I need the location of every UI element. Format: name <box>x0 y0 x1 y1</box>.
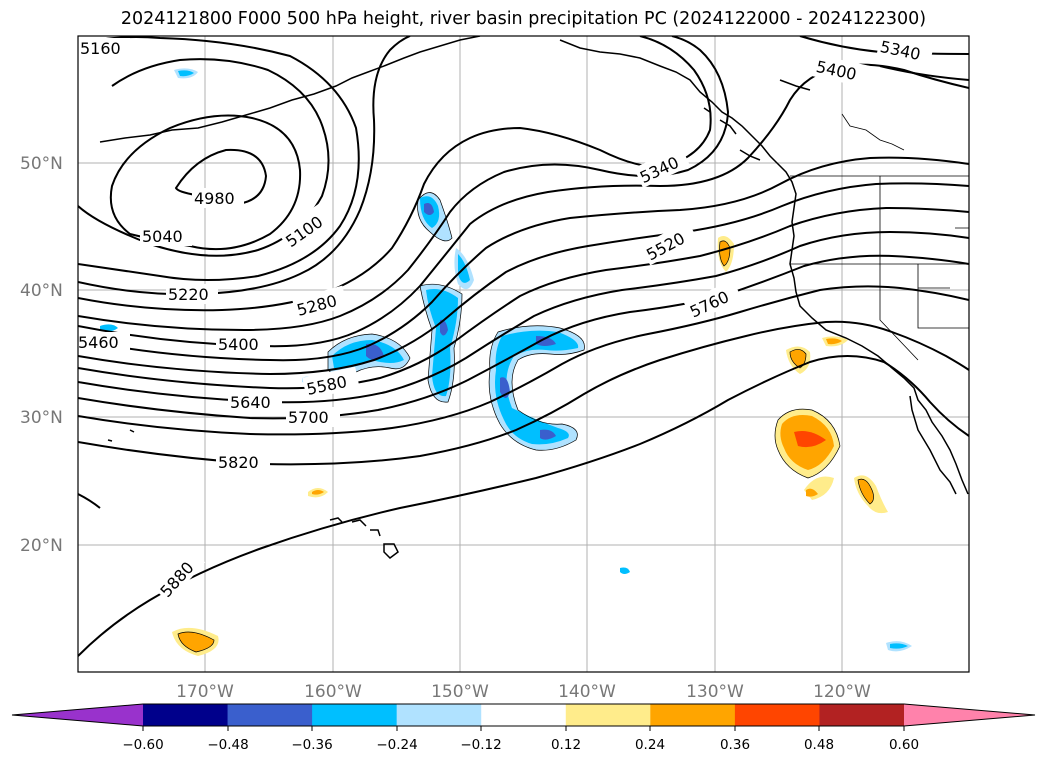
lat-label: 20°N <box>20 536 63 556</box>
lat-label: 50°N <box>20 154 63 174</box>
height-contour-5460 <box>78 156 969 362</box>
colorbar-cell <box>227 704 313 726</box>
colorbar-cell <box>481 704 567 726</box>
colorbar-cell <box>734 704 820 726</box>
lat-label: 40°N <box>20 281 63 301</box>
map-title: 2024121800 F000 500 hPa height, river ba… <box>120 9 927 29</box>
coastlines <box>99 36 969 559</box>
colorbar-tick-labels: −0.60 −0.48 −0.36 −0.24 −0.12 0.12 0.24 … <box>122 737 919 753</box>
precip-contours <box>177 192 874 653</box>
colorbar-tick-label: −0.36 <box>291 737 332 753</box>
colorbar: −0.60 −0.48 −0.36 −0.24 −0.12 0.12 0.24 … <box>11 703 1036 753</box>
colorbar-ticks <box>142 726 905 731</box>
map-frame <box>77 35 970 673</box>
contour-label: 5700 <box>288 408 329 427</box>
state-borders <box>790 113 969 361</box>
contour-label: 5040 <box>142 227 183 246</box>
lon-label: 130°W <box>686 682 744 702</box>
contour-label: 5400 <box>218 335 259 354</box>
contour-label: 5640 <box>230 393 271 412</box>
colorbar-extend-high <box>904 704 1035 726</box>
colorbar-tick-label: 0.24 <box>635 737 665 753</box>
colorbar-cell <box>565 704 651 726</box>
colorbar-tick-label: −0.12 <box>460 737 501 753</box>
contour-label: 5400 <box>814 57 858 84</box>
lon-label: 170°W <box>176 682 234 702</box>
height-contour-5760 <box>78 285 969 436</box>
height-contour-5340 <box>78 36 730 332</box>
height-contour-labels: 5160 4980 5040 5100 5220 5280 5340 5340 … <box>78 36 934 603</box>
contour-label: 5160 <box>80 39 121 58</box>
colorbar-cell <box>312 704 398 726</box>
height-contour-5580 <box>78 206 969 390</box>
height-contour-5520 <box>78 182 969 376</box>
contour-label: 5220 <box>168 285 209 304</box>
height-contour-5640 <box>78 230 969 404</box>
lon-label: 140°W <box>558 682 616 702</box>
height-contour-5280 <box>78 36 712 312</box>
contour-label: 5280 <box>295 291 339 320</box>
colorbar-tick-label: −0.24 <box>376 737 417 753</box>
colorbar-tick-label: −0.60 <box>122 737 163 753</box>
colorbar-cell <box>819 704 905 726</box>
height-contour-5820 <box>78 320 969 466</box>
contour-label: 5460 <box>78 333 119 352</box>
map-area: 5160 4980 5040 5100 5220 5280 5340 5340 … <box>78 36 969 672</box>
height-contour-5100 <box>78 58 330 257</box>
colorbar-cell <box>143 704 229 726</box>
lon-label: 150°W <box>431 682 489 702</box>
colorbar-cell <box>396 704 482 726</box>
lon-label: 160°W <box>304 682 362 702</box>
colorbar-cell <box>650 704 736 726</box>
colorbar-extend-low <box>12 704 143 726</box>
colorbar-tick-label: 0.12 <box>551 737 581 753</box>
height-contour-5700 <box>78 254 969 420</box>
contour-label: 4980 <box>194 189 235 208</box>
colorbar-cells <box>143 704 905 726</box>
contour-label: 5340 <box>878 37 922 64</box>
colorbar-tick-label: −0.48 <box>207 737 248 753</box>
longitude-labels: 170°W 160°W 150°W 140°W 130°W 120°W <box>176 682 871 702</box>
colorbar-tick-label: 0.60 <box>889 737 919 753</box>
lon-label: 120°W <box>813 682 871 702</box>
height-contour-5040 <box>109 114 302 251</box>
contour-label: 5820 <box>218 453 259 472</box>
height-contour-5160 <box>78 36 360 281</box>
colorbar-tick-label: 0.48 <box>804 737 834 753</box>
precip-shading <box>100 68 912 656</box>
height-contour-5880 <box>78 355 969 657</box>
lat-label: 30°N <box>20 408 63 428</box>
latitude-labels: 50°N 40°N 30°N 20°N <box>20 154 63 556</box>
colorbar-tick-label: 0.36 <box>720 737 750 753</box>
